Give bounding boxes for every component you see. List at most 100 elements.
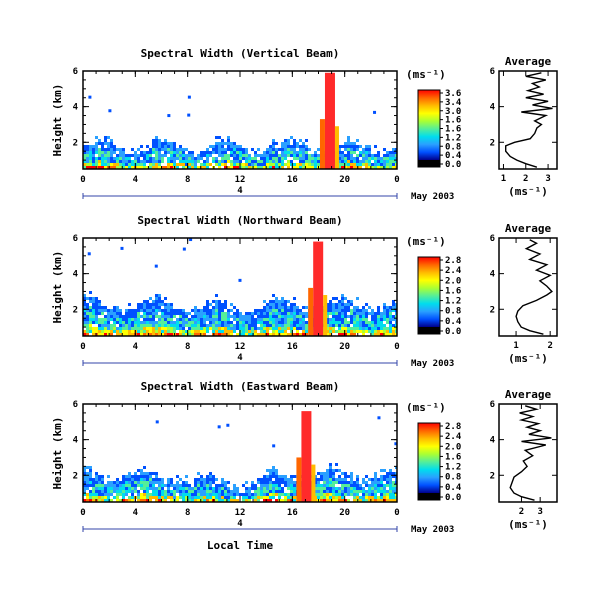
date-marker: 4 <box>237 186 243 196</box>
average-y-tick-label: 2 <box>490 305 495 315</box>
colorbar-tick-label: 1.6 <box>445 452 461 462</box>
colorbar-tick-label: 0.0 <box>445 160 461 170</box>
average-frame <box>498 237 558 337</box>
x-tick-label: 8 <box>185 342 190 352</box>
y-tick-label: 4 <box>73 436 79 446</box>
average-x-tick-label: 2 <box>523 174 528 184</box>
spike <box>313 241 324 336</box>
colorbar <box>418 90 440 160</box>
y-tick-label: 6 <box>73 400 78 410</box>
average-x-tick-label: 2 <box>547 341 552 351</box>
heatmap-cells <box>83 72 397 169</box>
x-tick-label: 12 <box>235 508 246 518</box>
colorbar-tick-label: 2.8 <box>445 422 461 432</box>
date-marker: 4 <box>237 353 243 363</box>
y-tick-label: 4 <box>73 270 79 280</box>
date-label: May 2003 <box>411 525 454 535</box>
colorbar-tick-label: 3.0 <box>445 107 461 117</box>
average-x-label: (ms⁻¹) <box>508 518 548 531</box>
colorbar-tick-label: 1.2 <box>445 297 461 307</box>
plot-title: Spectral Width (Vertical Beam) <box>141 47 340 60</box>
colorbar-tick-label: 1.6 <box>445 125 461 135</box>
x-tick-label: 4 <box>133 175 139 185</box>
x-tick-label: 8 <box>185 175 190 185</box>
average-profile-line <box>509 405 552 501</box>
plot-title: Spectral Width (Northward Beam) <box>137 214 342 227</box>
average-y-tick-label: 2 <box>490 138 495 148</box>
x-tick-label: 16 <box>287 342 298 352</box>
heatmap-cells <box>83 411 397 502</box>
average-title: Average <box>505 55 552 68</box>
x-tick-label: 16 <box>287 508 298 518</box>
average-profile-line <box>505 72 553 168</box>
panel-3: Spectral Width (Eastward Beam)0 4 8 12 16 20 0… <box>51 380 558 552</box>
x-tick-label: 16 <box>287 175 298 185</box>
average-profile-line <box>515 239 553 335</box>
average-frame <box>498 403 558 503</box>
date-label: May 2003 <box>411 359 454 369</box>
x-tick-label: 0 <box>394 175 399 185</box>
colorbar-tick-label: 0.8 <box>445 142 461 152</box>
x-tick-label: 8 <box>185 508 190 518</box>
plot-title: Spectral Width (Eastward Beam) <box>141 380 340 393</box>
heatmap-cells <box>83 238 397 336</box>
y-tick-label: 6 <box>73 234 78 244</box>
colorbar-tick-label: 2.8 <box>445 256 461 266</box>
x-tick-label: 12 <box>235 175 246 185</box>
average-x-label: (ms⁻¹) <box>508 352 548 365</box>
average-x-tick-label: 3 <box>545 174 550 184</box>
spike <box>324 72 335 169</box>
colorbar-unit: (ms⁻¹) <box>406 68 446 81</box>
average-y-tick-label: 4 <box>490 270 496 280</box>
average-x-label: (ms⁻¹) <box>508 185 548 198</box>
average-y-tick-label: 4 <box>490 436 496 446</box>
colorbar-tick-label: 0.8 <box>445 473 461 483</box>
x-tick-label: 0 <box>394 508 399 518</box>
colorbar-tick-label: 3.4 <box>445 98 462 108</box>
colorbar-tick-label: 0.4 <box>445 317 462 327</box>
colorbar <box>418 257 440 327</box>
colorbar-tick-label: 1.6 <box>445 116 461 126</box>
colorbar-tick-label: 0.8 <box>445 307 461 317</box>
x-tick-label: 20 <box>339 342 350 352</box>
colorbar-tick-label: 1.6 <box>445 286 461 296</box>
y-axis-label: Height (km) <box>51 251 64 324</box>
x-tick-label: 20 <box>339 175 350 185</box>
date-marker: 4 <box>237 519 243 529</box>
y-tick-label: 2 <box>73 471 78 481</box>
colorbar-tick-label: 2.0 <box>445 276 461 286</box>
average-y-tick-label: 6 <box>490 67 495 77</box>
average-x-tick-label: 1 <box>501 174 506 184</box>
x-tick-label: 4 <box>133 342 139 352</box>
panel-2: Spectral Width (Northward Beam)0 4 8 12 16 20… <box>51 214 558 369</box>
average-x-tick-label: 2 <box>519 507 524 517</box>
average-y-tick-label: 6 <box>490 234 495 244</box>
colorbar-tick-label: 3.6 <box>445 89 461 99</box>
average-frame <box>498 70 558 170</box>
x-axis-label: Local Time <box>207 539 274 552</box>
average-y-tick-label: 2 <box>490 471 495 481</box>
colorbar-tick-label: 2.0 <box>445 442 461 452</box>
y-tick-label: 4 <box>73 103 79 113</box>
colorbar <box>418 423 440 493</box>
x-tick-label: 0 <box>80 175 85 185</box>
average-panel: Average 6 4 2 1 2 3(ms⁻¹) <box>490 55 558 198</box>
x-tick-label: 0 <box>80 508 85 518</box>
x-tick-label: 4 <box>133 508 139 518</box>
x-tick-label: 0 <box>394 342 399 352</box>
colorbar-unit: (ms⁻¹) <box>406 401 446 414</box>
colorbar-tick-label: 0.0 <box>445 327 461 337</box>
y-axis-label: Height (km) <box>51 417 64 490</box>
average-title: Average <box>505 222 552 235</box>
date-label: May 2003 <box>411 192 454 202</box>
y-tick-label: 2 <box>73 138 78 148</box>
x-tick-label: 0 <box>80 342 85 352</box>
panel-1: Spectral Width (Vertical Beam)0 4 8 12 16 20 0… <box>51 47 558 202</box>
average-title: Average <box>505 388 552 401</box>
colorbar-tick-label: 0.4 <box>445 483 462 493</box>
colorbar-tick-label: 0.4 <box>445 151 462 161</box>
y-axis-label: Height (km) <box>51 84 64 157</box>
average-panel: Average 6 4 2 2 3(ms⁻¹) <box>490 388 558 531</box>
